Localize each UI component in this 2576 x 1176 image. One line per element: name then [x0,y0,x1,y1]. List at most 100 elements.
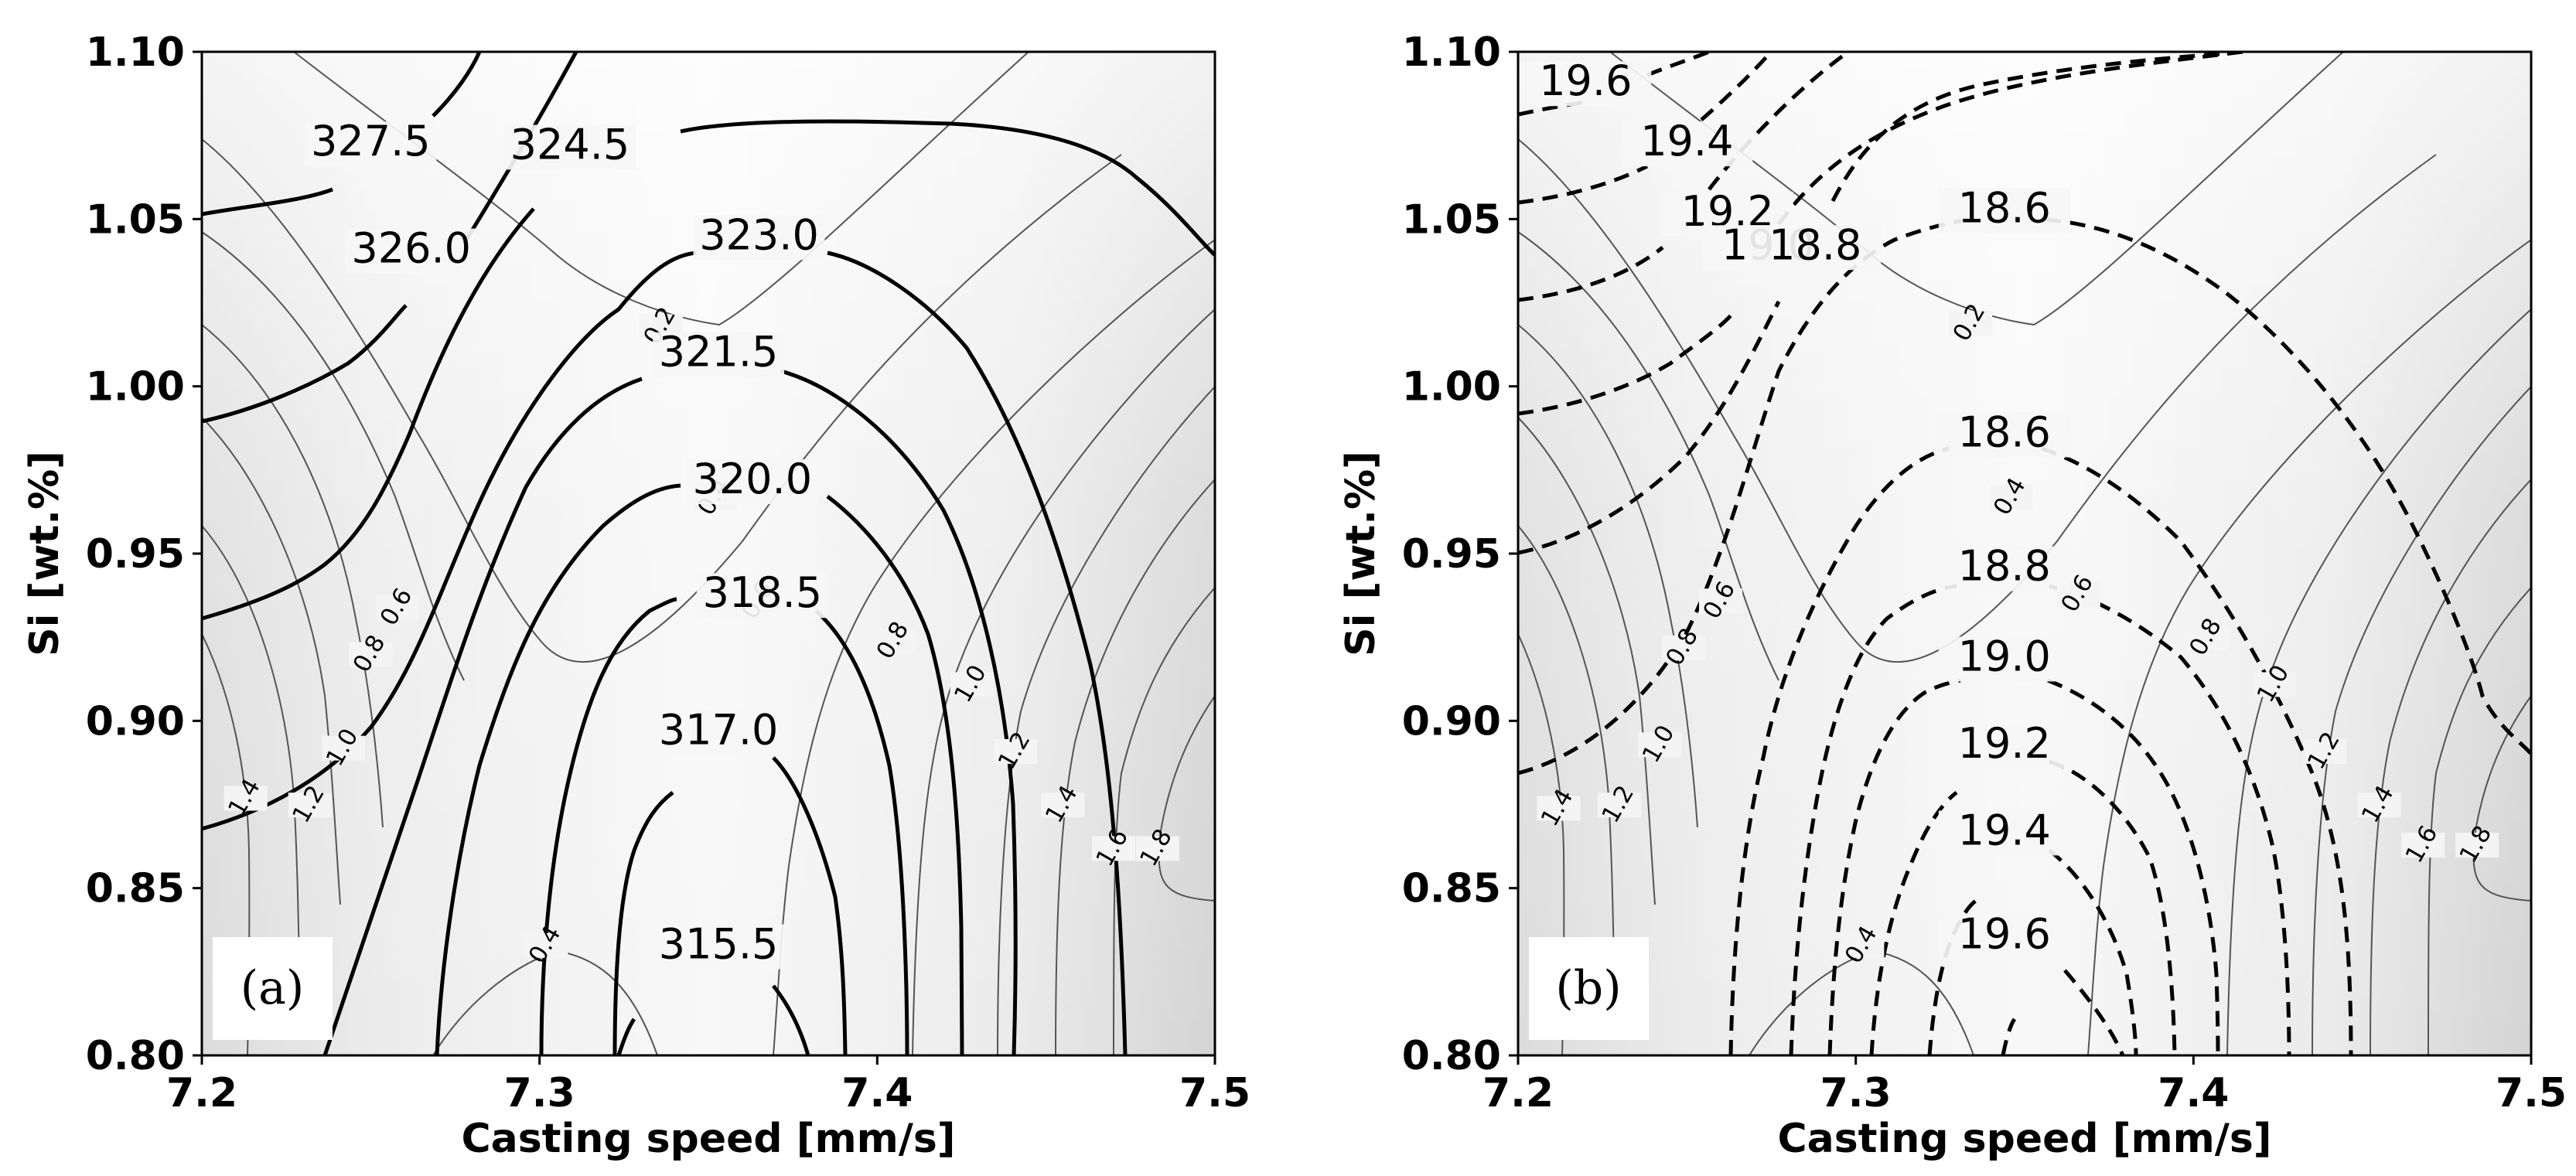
axis-ticks: 7.2 7.3 7.4 7.5 0.80 0.85 0.90 0.95 1.00 1.05 1.10 [86,29,1250,1116]
contour-label: 19.4 [1640,117,1733,165]
contour-label-backdrop [1938,723,2070,769]
contour-label-backdrop [503,124,636,170]
plot-background-highlight [202,52,1215,1055]
main-contour-labels: 327.5 326.0 324.5 323.0 321.5 320.0 318.5 317.0… [305,117,828,970]
x-tick-label: 7.5 [2496,1070,2567,1116]
contour-label: 317.0 [659,706,779,755]
contour-label: 326.0 [351,224,471,273]
bg-contour-label-backdrop [1949,311,1993,336]
contour-line-19.4 [1518,52,1772,205]
bg-contour-line [1518,324,1698,828]
bg-contour-label-backdrop [950,672,994,697]
contour-line-323.0 [202,251,1128,1055]
contour-label-backdrop [1621,121,1753,167]
y-tick-label: 1.10 [86,29,185,76]
x-tick-label: 7.2 [1482,1070,1554,1116]
contour-label-backdrop [305,121,437,167]
bg-contour-label-backdrop [1841,932,1885,958]
bg-contour-label-backdrop [288,793,332,818]
bg-contour-line [202,417,341,905]
y-tick-label: 1.00 [1402,364,1501,411]
bg-contour-label-backdrop [1989,485,2033,510]
panel-label: (b) [1555,961,1621,1015]
bg-contour-line [1518,138,2437,663]
bg-contour-label-backdrop [376,595,420,620]
bg-contour-label-backdrop [1638,732,1682,758]
bg-contour-label-backdrop [2185,625,2229,650]
y-axis-label: Si [wt.%] [22,451,68,656]
contour-label: 315.5 [659,920,779,969]
contour-label: 18.6 [1958,184,2051,233]
bg-contour-line [997,386,1215,1055]
contour-line-317.0 [612,756,848,1055]
y-axis-label: Si [wt.%] [1338,451,1384,656]
y-tick-label: 1.05 [86,196,185,243]
contour-label-backdrop [653,924,785,970]
contour-label: 19.4 [1958,806,2051,854]
x-tick-label: 7.4 [2158,1070,2229,1116]
y-tick-label: 0.95 [86,531,185,578]
contour-line-18.8-mid [1789,584,2291,1055]
contour-label-backdrop [345,228,477,274]
contour-label: 18.6 [1958,408,2051,457]
bg-contour-label-backdrop [322,735,366,761]
contour-label: 19.6 [1958,910,2051,959]
contour-label: 327.5 [311,117,431,165]
chart-panel-b: 0.20.40.60.81.01.21.40.60.81.01.21.41.6 1… [1338,29,2567,1162]
bg-contour-label-backdrop [1092,836,1135,861]
bg-contour-label-backdrop [2455,833,2499,858]
bg-contour-label-backdrop [349,642,393,667]
bg-contour-line [912,308,1215,1055]
bg-contour-label-backdrop [2357,793,2401,818]
bg-contour-line [2226,308,2531,1055]
contour-label-backdrop [686,459,818,505]
contour-line-19.0-mid [1827,678,2220,1055]
contour-label: 321.5 [659,328,779,377]
contour-line-18.8 [1518,52,2243,555]
bg-contour-line [202,138,1122,663]
bg-contour-label-backdrop [223,786,268,811]
contour-line-19.6-mid [2001,969,2125,1055]
x-tick-label: 7.2 [166,1070,237,1116]
bg-contour-line [1158,695,1215,902]
contour-label-backdrop [1938,546,2070,591]
contour-line-315.5 [616,984,810,1055]
bg-contour-line [2312,386,2531,1055]
contour-line-19.4-mid [1927,849,2138,1055]
contour-label: 18.8 [1958,542,2051,591]
contour-line-321.5 [322,369,1018,1055]
bg-contour-line [1518,525,1616,1006]
contour-line-19.2 [1518,52,1850,302]
bg-contour-label-backdrop [2253,672,2297,697]
contour-line-327.5 [202,52,482,216]
contour-label: 19.6 [1539,56,1632,105]
bg-contour-line [2370,479,2531,1055]
bg-contour-line [2428,587,2531,1055]
panel-label: (a) [241,961,305,1015]
bg-contour-label-backdrop [1537,796,1581,821]
bg-contour-label-backdrop [1661,635,1705,660]
y-tick-label: 0.80 [1402,1033,1501,1079]
y-tick-label: 1.00 [86,364,185,411]
bg-contour-label-backdrop [1598,793,1641,818]
panel-label-box [213,937,333,1040]
contour-label-backdrop [1520,61,1652,107]
contour-line-18.6-top [1518,217,2531,775]
bg-contour-line [2087,239,2531,1055]
contour-line-320.0 [435,483,964,1055]
contour-label: 324.5 [510,120,630,169]
contour-label: 320.0 [692,455,812,503]
bg-contour-line [1113,587,1215,1055]
contour-label: 323.0 [699,210,819,259]
main-contour-labels: 19.619.419.219.018.818.618.618.819.019.2… [1520,56,2070,960]
y-tick-label: 0.95 [1402,531,1501,578]
bg-contour-label-backdrop [872,629,916,654]
bg-contour-label-backdrop [994,738,1038,764]
contour-label-backdrop [1938,412,2070,458]
panel-label-box [1529,937,1649,1040]
y-tick-label: 0.85 [1402,866,1501,912]
contour-line-324.5 [202,119,1215,621]
y-tick-label: 1.05 [1402,196,1501,243]
bg-contour-line [1055,479,1215,1055]
y-tick-label: 0.80 [86,1033,185,1079]
